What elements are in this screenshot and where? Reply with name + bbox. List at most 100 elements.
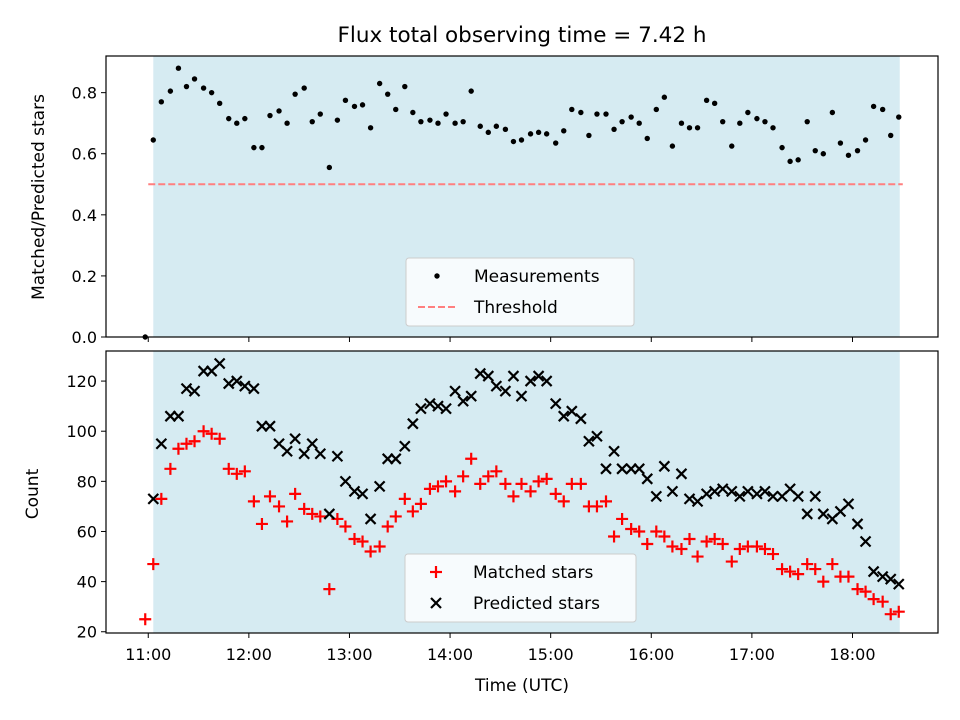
matched-point <box>625 522 638 535</box>
matched-point <box>139 613 152 626</box>
matched-point <box>842 570 855 583</box>
predicted-point <box>231 375 243 387</box>
predicted-point <box>575 412 587 425</box>
matched-point <box>348 533 361 545</box>
measurement-point <box>678 120 685 126</box>
matched-point <box>314 510 327 523</box>
bottom-legend-box <box>404 553 637 623</box>
matched-point <box>784 565 797 578</box>
measurement-point <box>829 109 836 116</box>
measurement-point <box>208 89 215 96</box>
predicted-point <box>876 570 889 583</box>
x-axis-label: Time (UTC) <box>474 676 569 696</box>
matched-point <box>600 495 613 508</box>
bottom-x-tick-label: 17:00 <box>729 645 775 664</box>
predicted-point <box>683 493 696 505</box>
matched-point <box>490 465 503 478</box>
legend-matched-label: Matched stars <box>473 563 593 583</box>
matched-point <box>398 492 411 505</box>
measurement-point <box>384 91 391 97</box>
measurement-point <box>301 85 307 91</box>
predicted-point <box>222 377 235 390</box>
matched-point <box>431 480 444 493</box>
measurement-point <box>879 106 886 113</box>
predicted-point <box>716 483 729 495</box>
measurement-point <box>167 88 174 94</box>
measurement-point <box>804 118 810 125</box>
predicted-point <box>432 400 444 412</box>
matched-point <box>197 425 210 438</box>
predicted-point <box>532 370 545 382</box>
measurement-point <box>510 138 517 145</box>
predicted-point <box>759 485 771 498</box>
measurement-point <box>259 144 265 151</box>
matched-point <box>666 540 679 553</box>
measurement-point <box>543 131 550 137</box>
measurement-point <box>251 144 257 151</box>
matched-point <box>238 465 251 478</box>
predicted-point <box>515 390 528 402</box>
matched-point <box>465 452 478 465</box>
matched-point <box>255 517 268 530</box>
measurement-point <box>578 109 584 116</box>
matched-point <box>708 533 721 545</box>
top-legend: Measurements Threshold <box>405 257 635 327</box>
predicted-point <box>608 445 620 458</box>
measurement-point <box>703 97 710 103</box>
measurement-point <box>569 106 575 113</box>
predicted-point <box>809 490 822 503</box>
predicted-point <box>851 518 864 530</box>
measurement-point <box>226 115 232 122</box>
matched-point <box>406 505 419 518</box>
predicted-point <box>666 485 679 498</box>
matched-point <box>524 485 537 498</box>
measurement-point <box>787 158 793 165</box>
measurement-point <box>351 103 358 110</box>
matched-point <box>155 492 168 505</box>
predicted-point <box>549 397 562 410</box>
matched-point <box>801 558 814 571</box>
bottom-legend: Matched stars Predicted stars <box>404 553 637 623</box>
predicted-point <box>725 485 738 498</box>
predicted-stars-series <box>147 357 905 590</box>
measurement-point <box>216 100 223 107</box>
matched-legend-marker <box>430 566 442 578</box>
top-y-tick-label: 0.0 <box>72 328 97 347</box>
predicted-point <box>600 463 612 475</box>
bottom-x-tick-label: 16:00 <box>628 645 674 664</box>
top-y-tick-label: 0.4 <box>72 206 97 225</box>
measurement-point <box>242 115 248 122</box>
top-axes-frame <box>105 55 939 338</box>
predicted-point <box>180 382 193 395</box>
measurement-point <box>485 129 491 136</box>
predicted-point <box>415 402 427 415</box>
matched-point <box>172 442 185 455</box>
measurement-point <box>317 111 323 117</box>
measurement-point <box>175 65 182 71</box>
predicted-point <box>708 485 721 498</box>
matched-point <box>633 525 646 538</box>
predicted-point <box>314 447 327 460</box>
predicted-point <box>306 437 319 450</box>
measurement-point <box>460 118 466 125</box>
predicted-point <box>591 430 603 443</box>
measurement-point <box>561 128 567 134</box>
measurement-point <box>427 117 433 123</box>
measurement-point <box>502 126 509 133</box>
matched-point <box>758 543 771 556</box>
measurement-point <box>628 114 634 120</box>
bottom-y-tick-label: 60 <box>77 522 97 541</box>
matched-point <box>339 520 352 533</box>
matched-point <box>414 497 427 510</box>
matched-point <box>499 477 512 490</box>
matched-point <box>381 520 394 533</box>
predicted-point <box>331 450 344 463</box>
predicted-point <box>449 385 461 397</box>
matched-point <box>616 512 629 525</box>
matched-point <box>590 500 603 513</box>
matched-point <box>289 487 302 500</box>
measurement-point <box>183 83 190 90</box>
matched-point <box>658 530 671 543</box>
matched-point <box>650 525 663 538</box>
matched-point <box>725 555 738 568</box>
